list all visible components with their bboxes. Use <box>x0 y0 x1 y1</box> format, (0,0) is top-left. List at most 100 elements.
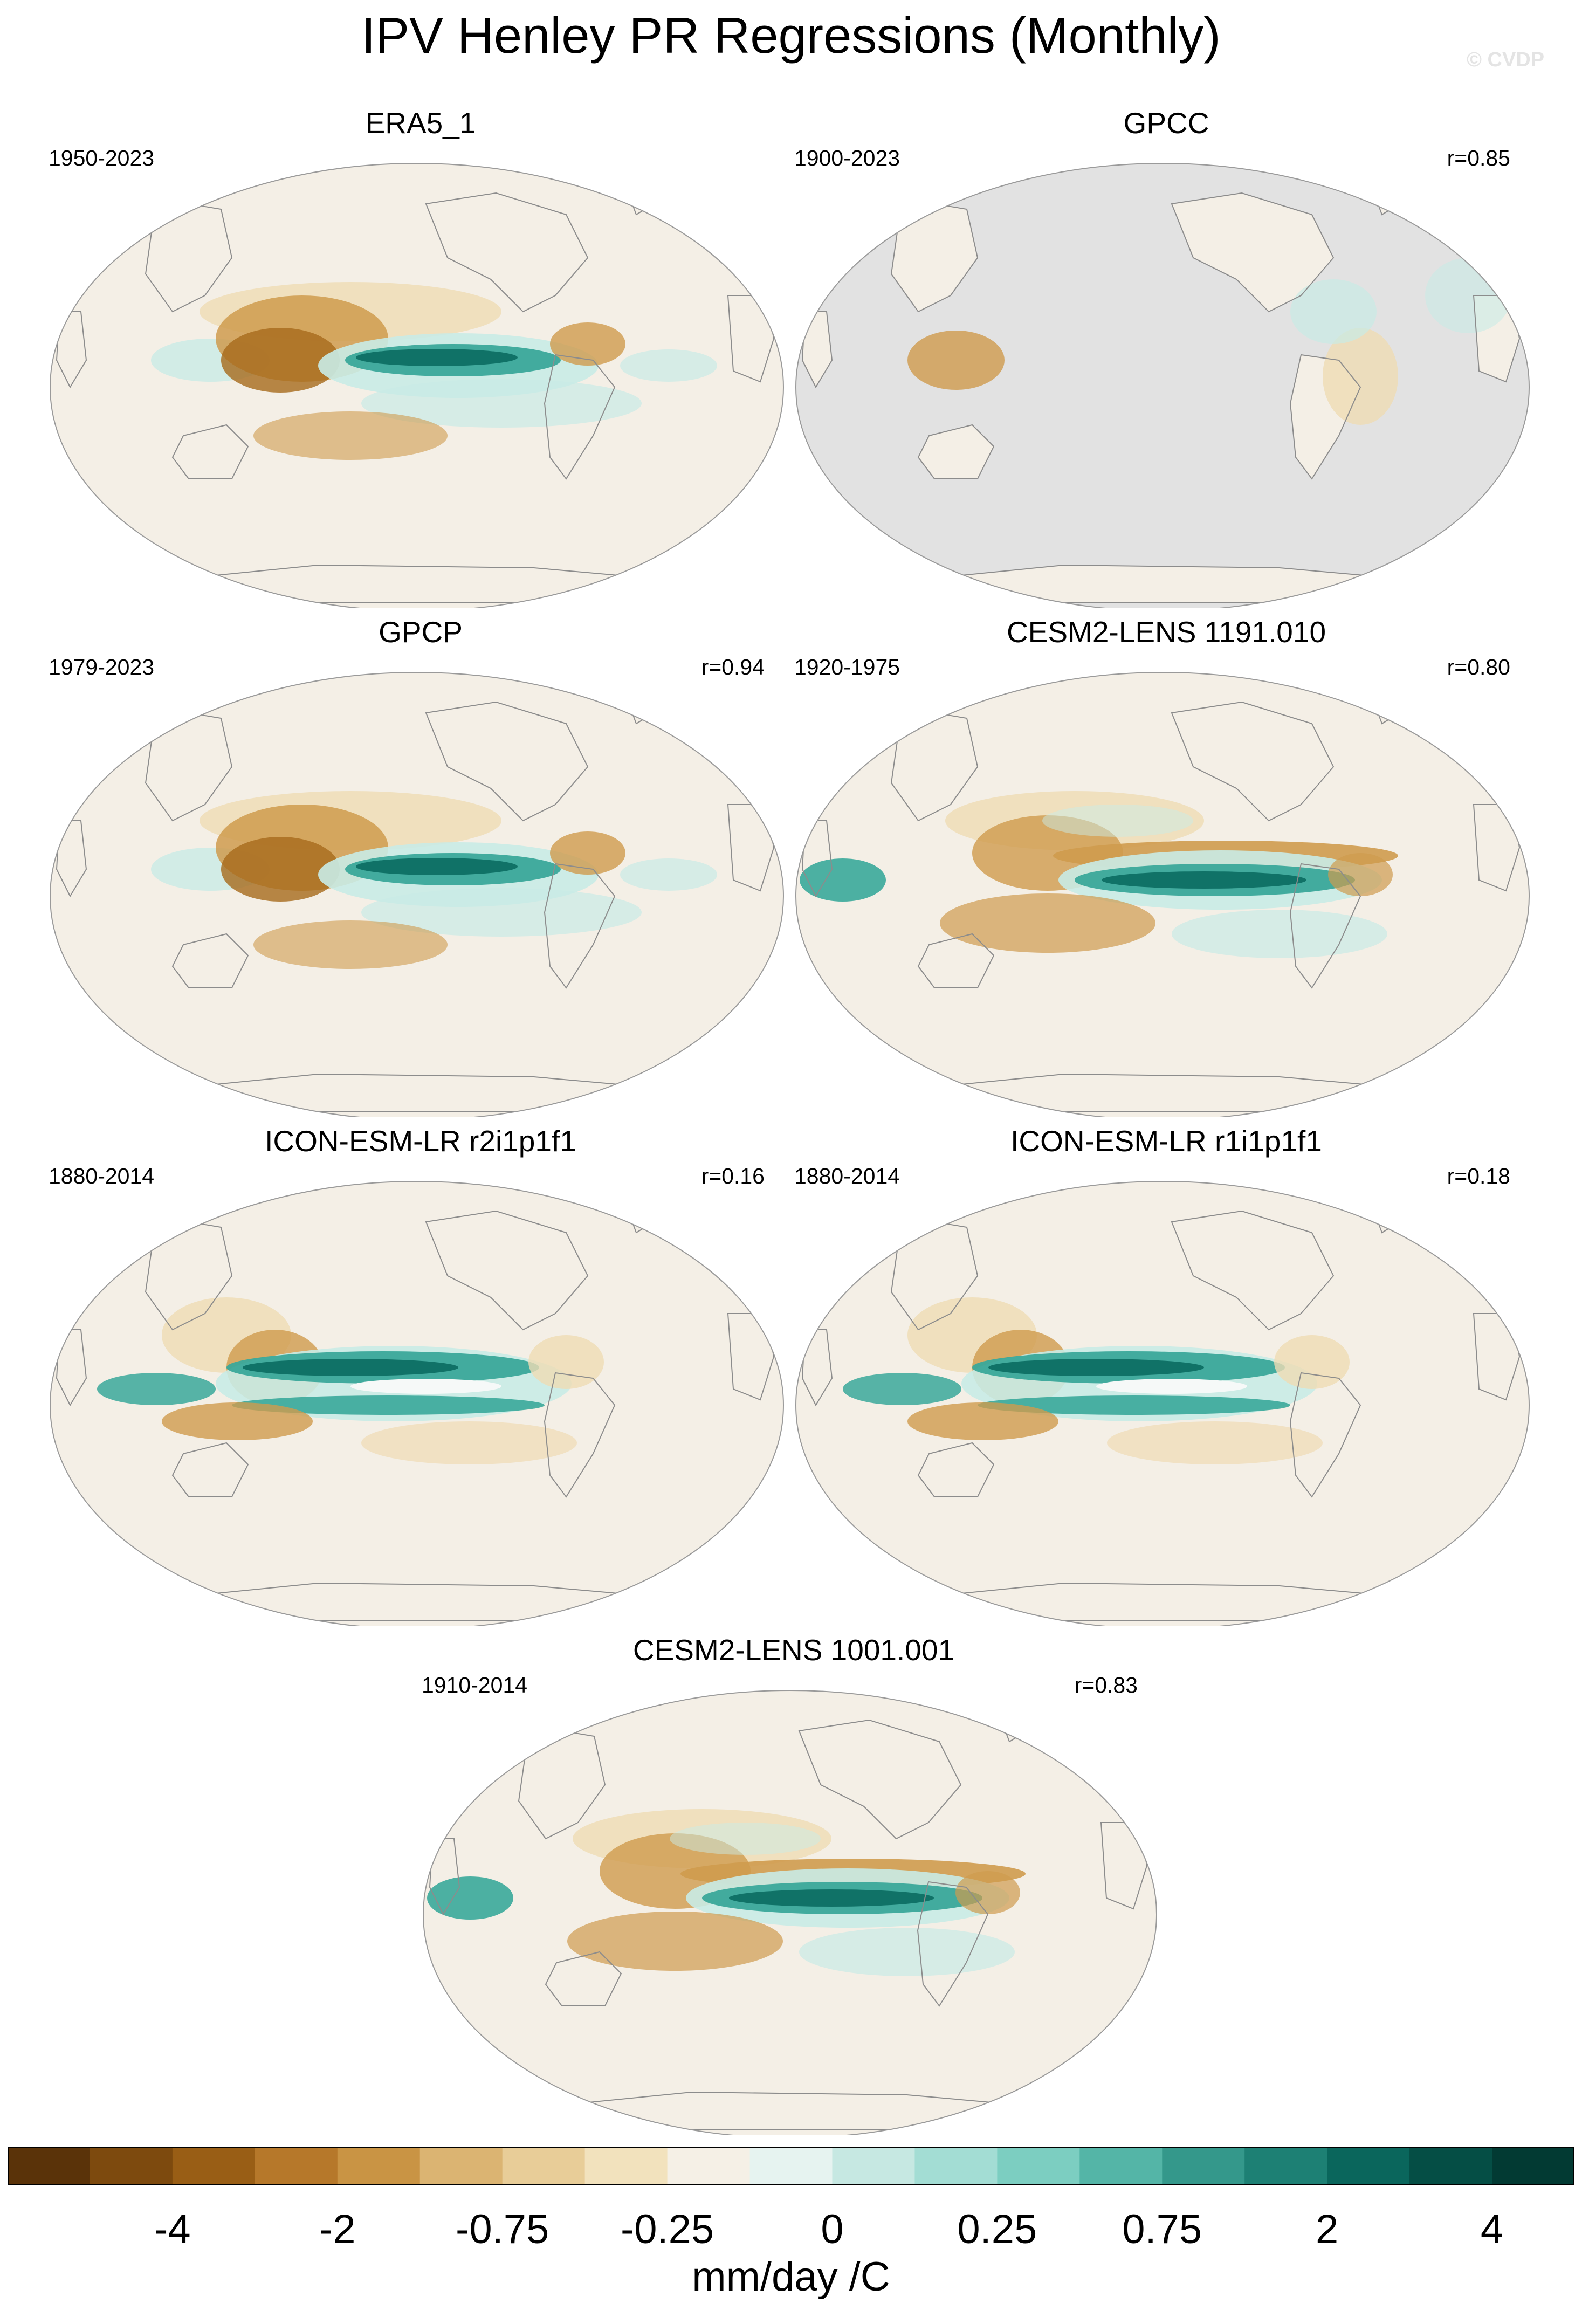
anomaly-region <box>232 1395 545 1415</box>
colorbar-tick-label: -0.25 <box>620 2206 714 2252</box>
colorbar-tick-label: 0 <box>821 2206 844 2252</box>
map-panel-cesm-1191: CESM2-LENS 1191.010 1920-1975 r=0.80 <box>794 615 1538 1117</box>
coastline <box>544 354 616 480</box>
coastline <box>1171 192 1335 313</box>
coastline <box>518 1724 606 1840</box>
coastline <box>544 1372 616 1498</box>
colorbar-border <box>8 2147 1574 2185</box>
colorbar <box>8 2147 1574 2185</box>
coastline <box>1171 701 1335 822</box>
colorbar-swatch <box>1079 2147 1163 2185</box>
anomaly-region <box>799 1928 1015 1976</box>
anomaly-region <box>221 837 340 902</box>
anomaly-region <box>253 920 448 969</box>
panel-period: 1880-2014 <box>794 1164 900 1188</box>
coastline <box>801 820 833 898</box>
coastline <box>171 1442 249 1497</box>
anomaly-region <box>620 349 717 382</box>
anomaly-region <box>1102 871 1306 889</box>
colorbar-tick-label: 0.75 <box>1122 2206 1202 2252</box>
panel-period: 1920-1975 <box>794 655 900 679</box>
coastline <box>425 1210 589 1331</box>
anomaly-region <box>361 888 642 937</box>
figure-title: IPV Henley PR Regressions (Monthly) <box>361 7 1221 64</box>
world-map <box>50 163 784 608</box>
panel-correlation: r=0.16 <box>701 1164 765 1188</box>
map-background <box>796 163 1529 608</box>
anomaly-region <box>907 331 1005 390</box>
anomaly-region <box>620 858 717 891</box>
anomaly-region <box>550 322 625 366</box>
colorbar-swatch <box>419 2147 503 2185</box>
world-map <box>50 672 784 1117</box>
coastline <box>56 311 87 389</box>
colorbar-swatch <box>502 2147 586 2185</box>
land-area <box>902 565 1430 603</box>
coastline <box>429 1838 460 1916</box>
coastline <box>1289 1372 1361 1498</box>
world-map <box>795 672 1530 1117</box>
map-outline <box>423 1690 1157 2135</box>
panel-correlation: r=0.85 <box>1447 146 1510 170</box>
land-area <box>802 312 832 387</box>
colorbar-swatch <box>337 2147 421 2185</box>
panel-correlation: r=0.18 <box>1447 1164 1510 1188</box>
anomaly-region <box>978 1395 1290 1415</box>
coastline <box>425 192 589 313</box>
map-panel-icon-r2: ICON-ESM-LR r2i1p1f1 1880-2014 r=0.16 <box>49 1124 793 1626</box>
colorbar-swatch <box>255 2147 338 2185</box>
panel-title: ERA5_1 <box>365 106 476 140</box>
coastline <box>56 1329 87 1407</box>
anomaly-region <box>221 328 340 393</box>
anomaly-region <box>361 379 642 428</box>
colorbar-swatch <box>1409 2147 1492 2185</box>
coastline <box>1171 1210 1335 1331</box>
anomaly-region <box>1323 328 1398 425</box>
map-panel-cesm-1001: CESM2-LENS 1001.001 1910-2014 r=0.83 <box>422 1633 1166 2135</box>
anomaly-region <box>162 1402 313 1440</box>
coastline <box>1289 354 1361 480</box>
panel-title: ICON-ESM-LR r1i1p1f1 <box>1010 1124 1322 1158</box>
anomaly-region <box>1042 805 1193 837</box>
map-outline <box>795 1181 1530 1626</box>
panel-title: GPCP <box>379 615 463 649</box>
map-outline <box>795 163 1530 608</box>
colorbar-swatch <box>1244 2147 1327 2185</box>
colorbar-swatch <box>1492 2147 1574 2185</box>
panel-period: 1910-2014 <box>422 1673 528 1697</box>
anomaly-region <box>97 1373 216 1405</box>
anomaly-region <box>988 1359 1204 1376</box>
world-map <box>50 1181 784 1626</box>
anomaly-region <box>670 1823 821 1855</box>
anomaly-region <box>1290 279 1377 344</box>
anomaly-region <box>940 893 1155 953</box>
map-outline <box>795 672 1530 1117</box>
anomaly-region <box>427 1876 513 1920</box>
coastline <box>801 311 833 389</box>
colorbar-swatch <box>584 2147 668 2185</box>
coastline <box>56 820 87 898</box>
anomaly-region <box>1096 1379 1247 1394</box>
colorbar-tick-label: -4 <box>154 2206 191 2252</box>
colorbar-swatch <box>667 2147 751 2185</box>
map-panel-gpcp: GPCP 1979-2023 r=0.94 <box>49 615 793 1117</box>
colorbar-swatch <box>8 2147 91 2185</box>
panel-title: ICON-ESM-LR r2i1p1f1 <box>265 1124 576 1158</box>
coastline <box>145 706 233 822</box>
anomaly-region <box>356 349 518 366</box>
map-panel-era5: ERA5_1 1950-2023 <box>49 106 793 608</box>
panel-title: CESM2-LENS 1191.010 <box>1006 615 1326 649</box>
panel-correlation: r=0.80 <box>1447 655 1510 679</box>
colorbar-swatch <box>997 2147 1080 2185</box>
colorbar-tick-label: 0.25 <box>957 2206 1037 2252</box>
anomaly-region <box>843 1373 961 1405</box>
world-map <box>795 1181 1530 1626</box>
anomaly-region <box>1172 910 1387 958</box>
anomaly-region <box>528 1335 604 1389</box>
land-area <box>891 198 978 312</box>
panel-correlation: r=0.94 <box>701 655 765 679</box>
coastline <box>917 424 995 479</box>
coastline <box>545 1951 622 2006</box>
anomaly-region <box>253 411 448 460</box>
coastline <box>544 863 616 989</box>
